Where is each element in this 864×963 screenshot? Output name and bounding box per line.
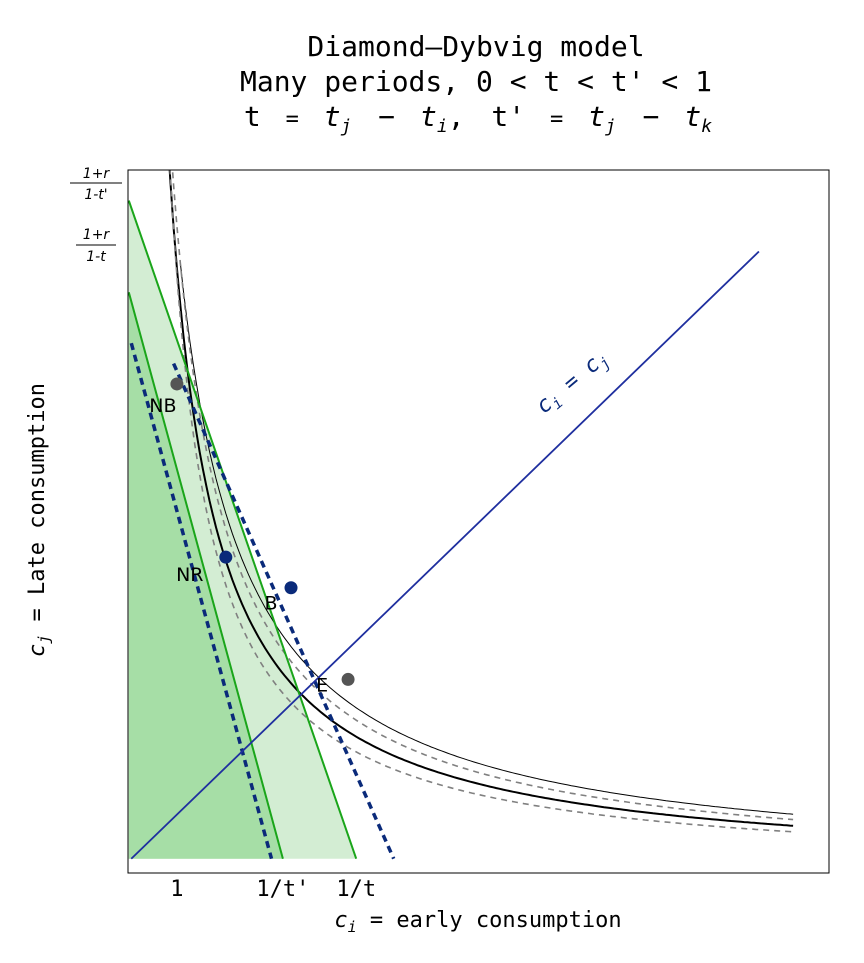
indifference-curve-outer — [179, 261, 794, 815]
plot-frame — [127, 169, 830, 874]
x-axis: 1 1/t' 1/t ci = early consumption — [170, 877, 621, 936]
point-label-b: B — [264, 593, 277, 615]
point-b — [284, 581, 298, 595]
title-line-1: Diamond–Dybvig model — [307, 30, 644, 63]
x-axis-label: ci = early consumption — [334, 908, 621, 936]
title-line-2: Many periods, 0 < t < t' < 1 — [240, 65, 712, 98]
dashed-line-b — [172, 362, 396, 860]
point-label-nr: NR — [176, 564, 203, 586]
plot-area: ci = cj NB NR B E — [128, 170, 794, 860]
y-tick-label-tprime: 1+r 1-t' — [70, 166, 122, 203]
x-tick-label-1-over-tprime: 1/t' — [256, 877, 309, 902]
svg-text:1+r: 1+r — [83, 227, 111, 243]
point-label-e: E — [316, 674, 328, 696]
x-tick-label-1: 1 — [170, 877, 183, 902]
indifference-curve-dashed-lower — [169, 170, 792, 833]
point-nb — [170, 377, 184, 391]
svg-text:1-t': 1-t' — [84, 187, 107, 203]
y-tick-label-t: 1+r 1-t — [76, 227, 116, 265]
svg-text:1-t: 1-t — [86, 249, 106, 265]
point-label-nb: NB — [149, 395, 176, 417]
chart-title: Diamond–Dybvig model Many periods, 0 < t… — [240, 30, 712, 139]
svg-text:1+r: 1+r — [83, 166, 111, 182]
point-e — [341, 672, 355, 686]
y-axis: 1+r 1-t' 1+r 1-t cj = Late consumption — [25, 166, 122, 657]
budget-line-inner — [128, 292, 284, 859]
x-tick-label-1-over-t: 1/t — [336, 877, 376, 902]
dashed-line-nr — [129, 342, 274, 860]
budget-line-outer — [128, 200, 358, 860]
indifference-curve-main — [168, 170, 794, 827]
point-nr — [219, 550, 233, 564]
title-line-3: t = tj − ti, t' = tj − tk — [244, 100, 712, 139]
diagonal-label: ci = cj — [531, 346, 614, 422]
diagonal-line — [130, 250, 760, 860]
y-axis-label: cj = Late consumption — [25, 383, 53, 657]
